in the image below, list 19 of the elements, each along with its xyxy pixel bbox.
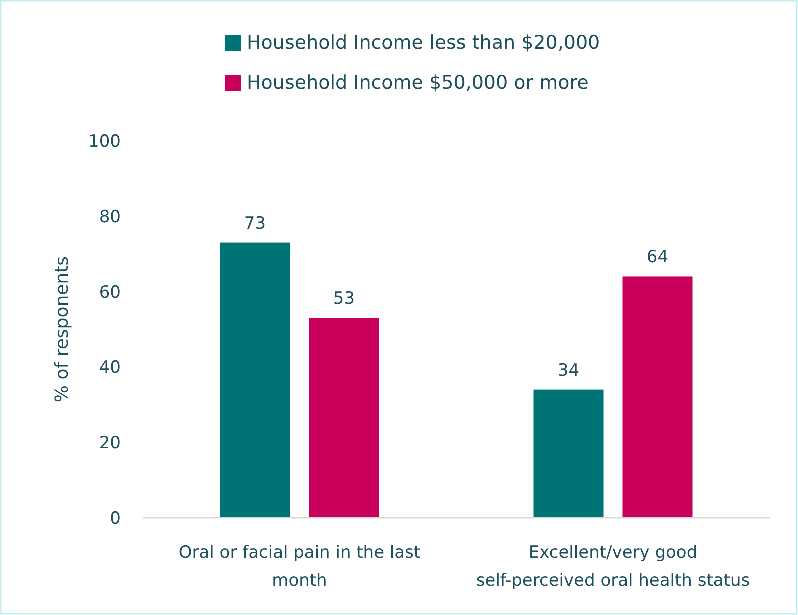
bar xyxy=(220,242,290,518)
y-tick-label: 100 xyxy=(88,132,121,152)
data-label: 53 xyxy=(333,289,356,310)
x-tick-label: Excellent/very good self-perceived oral health status xyxy=(476,543,750,591)
bar xyxy=(309,318,380,518)
data-label: 34 xyxy=(558,360,580,381)
legend-label: Household Income $50,000 or more xyxy=(247,72,589,94)
data-label: 64 xyxy=(646,248,669,268)
bar xyxy=(622,276,693,518)
y-tick-label: 60 xyxy=(99,282,121,303)
x-tick-label: Oral or facial pain in the last month xyxy=(178,543,421,591)
y-tick-label: 80 xyxy=(99,207,121,228)
y-tick-label: 0 xyxy=(110,509,121,529)
y-axis-title: % of responents xyxy=(52,256,73,403)
data-label: 73 xyxy=(244,214,266,234)
bar xyxy=(534,390,604,518)
y-tick-label: 20 xyxy=(99,434,121,454)
y-tick-label: 40 xyxy=(99,358,121,378)
legend-label: Household Income less than $20,000 xyxy=(247,32,600,54)
